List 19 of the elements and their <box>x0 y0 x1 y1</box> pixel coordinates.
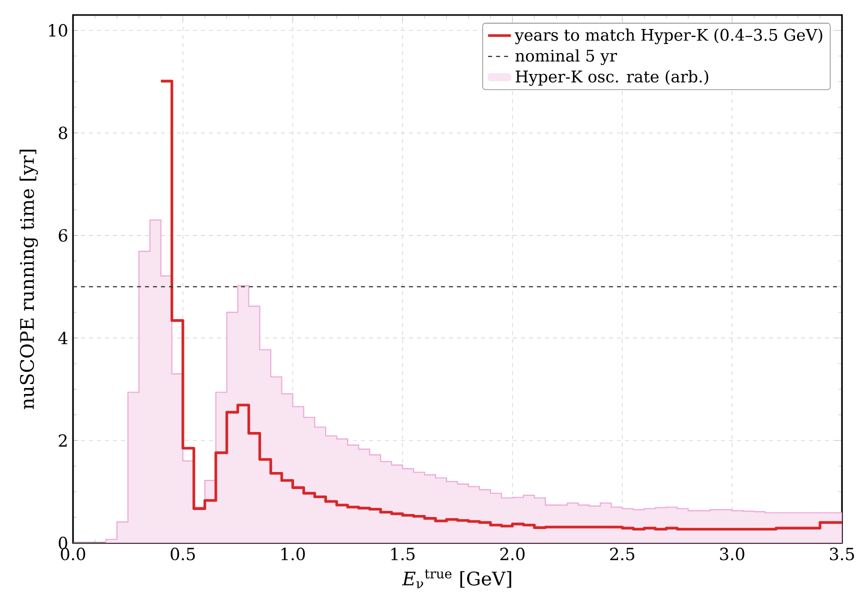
y-tick-label: 4 <box>58 332 68 344</box>
x-tick-label: 3.0 <box>720 548 744 560</box>
legend-label: nominal 5 yr <box>515 49 618 66</box>
y-tick-label: 6 <box>58 229 68 242</box>
x-tick-label: 0.5 <box>170 548 195 560</box>
legend-label: years to match Hyper-K (0.4–3.5 GeV) <box>514 28 822 44</box>
legend-label: Hyper-K osc. rate (arb.) <box>516 70 708 86</box>
y-tick-label: 2 <box>58 434 67 447</box>
x-tick-label: 2.5 <box>610 548 634 560</box>
y-axis-title: nuSCOPE running time [yr] <box>20 150 38 410</box>
y-tick-label: 0 <box>58 536 68 550</box>
x-tick-label: 3.5 <box>830 548 854 560</box>
y-tick-label: 10 <box>49 24 68 37</box>
x-tick-label: 1.5 <box>391 548 415 560</box>
x-axis-title: E$_{ν}$$^{true}$ [GeV] <box>402 569 512 588</box>
x-tick-label: 2.0 <box>500 548 525 560</box>
y-tick-label: 8 <box>58 126 68 140</box>
x-tick-label: 0.0 <box>60 548 86 560</box>
x-tick-label: 1.0 <box>281 548 305 560</box>
